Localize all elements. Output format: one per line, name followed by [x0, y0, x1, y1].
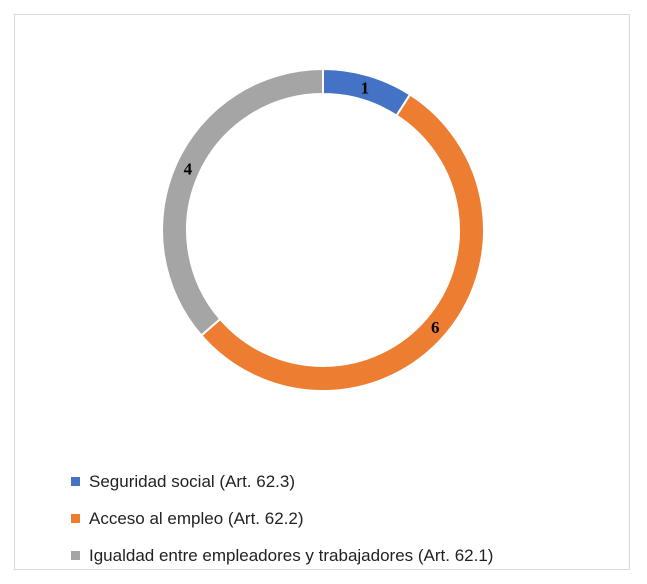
donut-chart: 1 6 4: [161, 67, 485, 392]
data-label-1: 6: [431, 318, 440, 337]
legend: Seguridad social (Art. 62.3) Acceso al e…: [71, 463, 493, 574]
legend-item-acceso-empleo: Acceso al empleo (Art. 62.2): [71, 500, 493, 537]
legend-item-igualdad: Igualdad entre empleadores y trabajadore…: [71, 537, 493, 574]
donut-slice-2: [161, 67, 324, 337]
legend-label: Seguridad social (Art. 62.3): [89, 471, 295, 491]
legend-swatch: [71, 514, 80, 523]
data-label-0: 1: [361, 79, 370, 98]
legend-item-seguridad-social: Seguridad social (Art. 62.3): [71, 463, 493, 500]
legend-label: Acceso al empleo (Art. 62.2): [89, 508, 304, 528]
chart-area: 1 6 4 Seguridad social (Art. 62.3) Acceso …: [14, 14, 630, 570]
legend-swatch: [71, 551, 80, 560]
legend-swatch: [71, 477, 80, 486]
donut-slice-1: [199, 93, 485, 392]
data-label-2: 4: [184, 159, 193, 178]
legend-label: Igualdad entre empleadores y trabajadore…: [89, 545, 494, 565]
